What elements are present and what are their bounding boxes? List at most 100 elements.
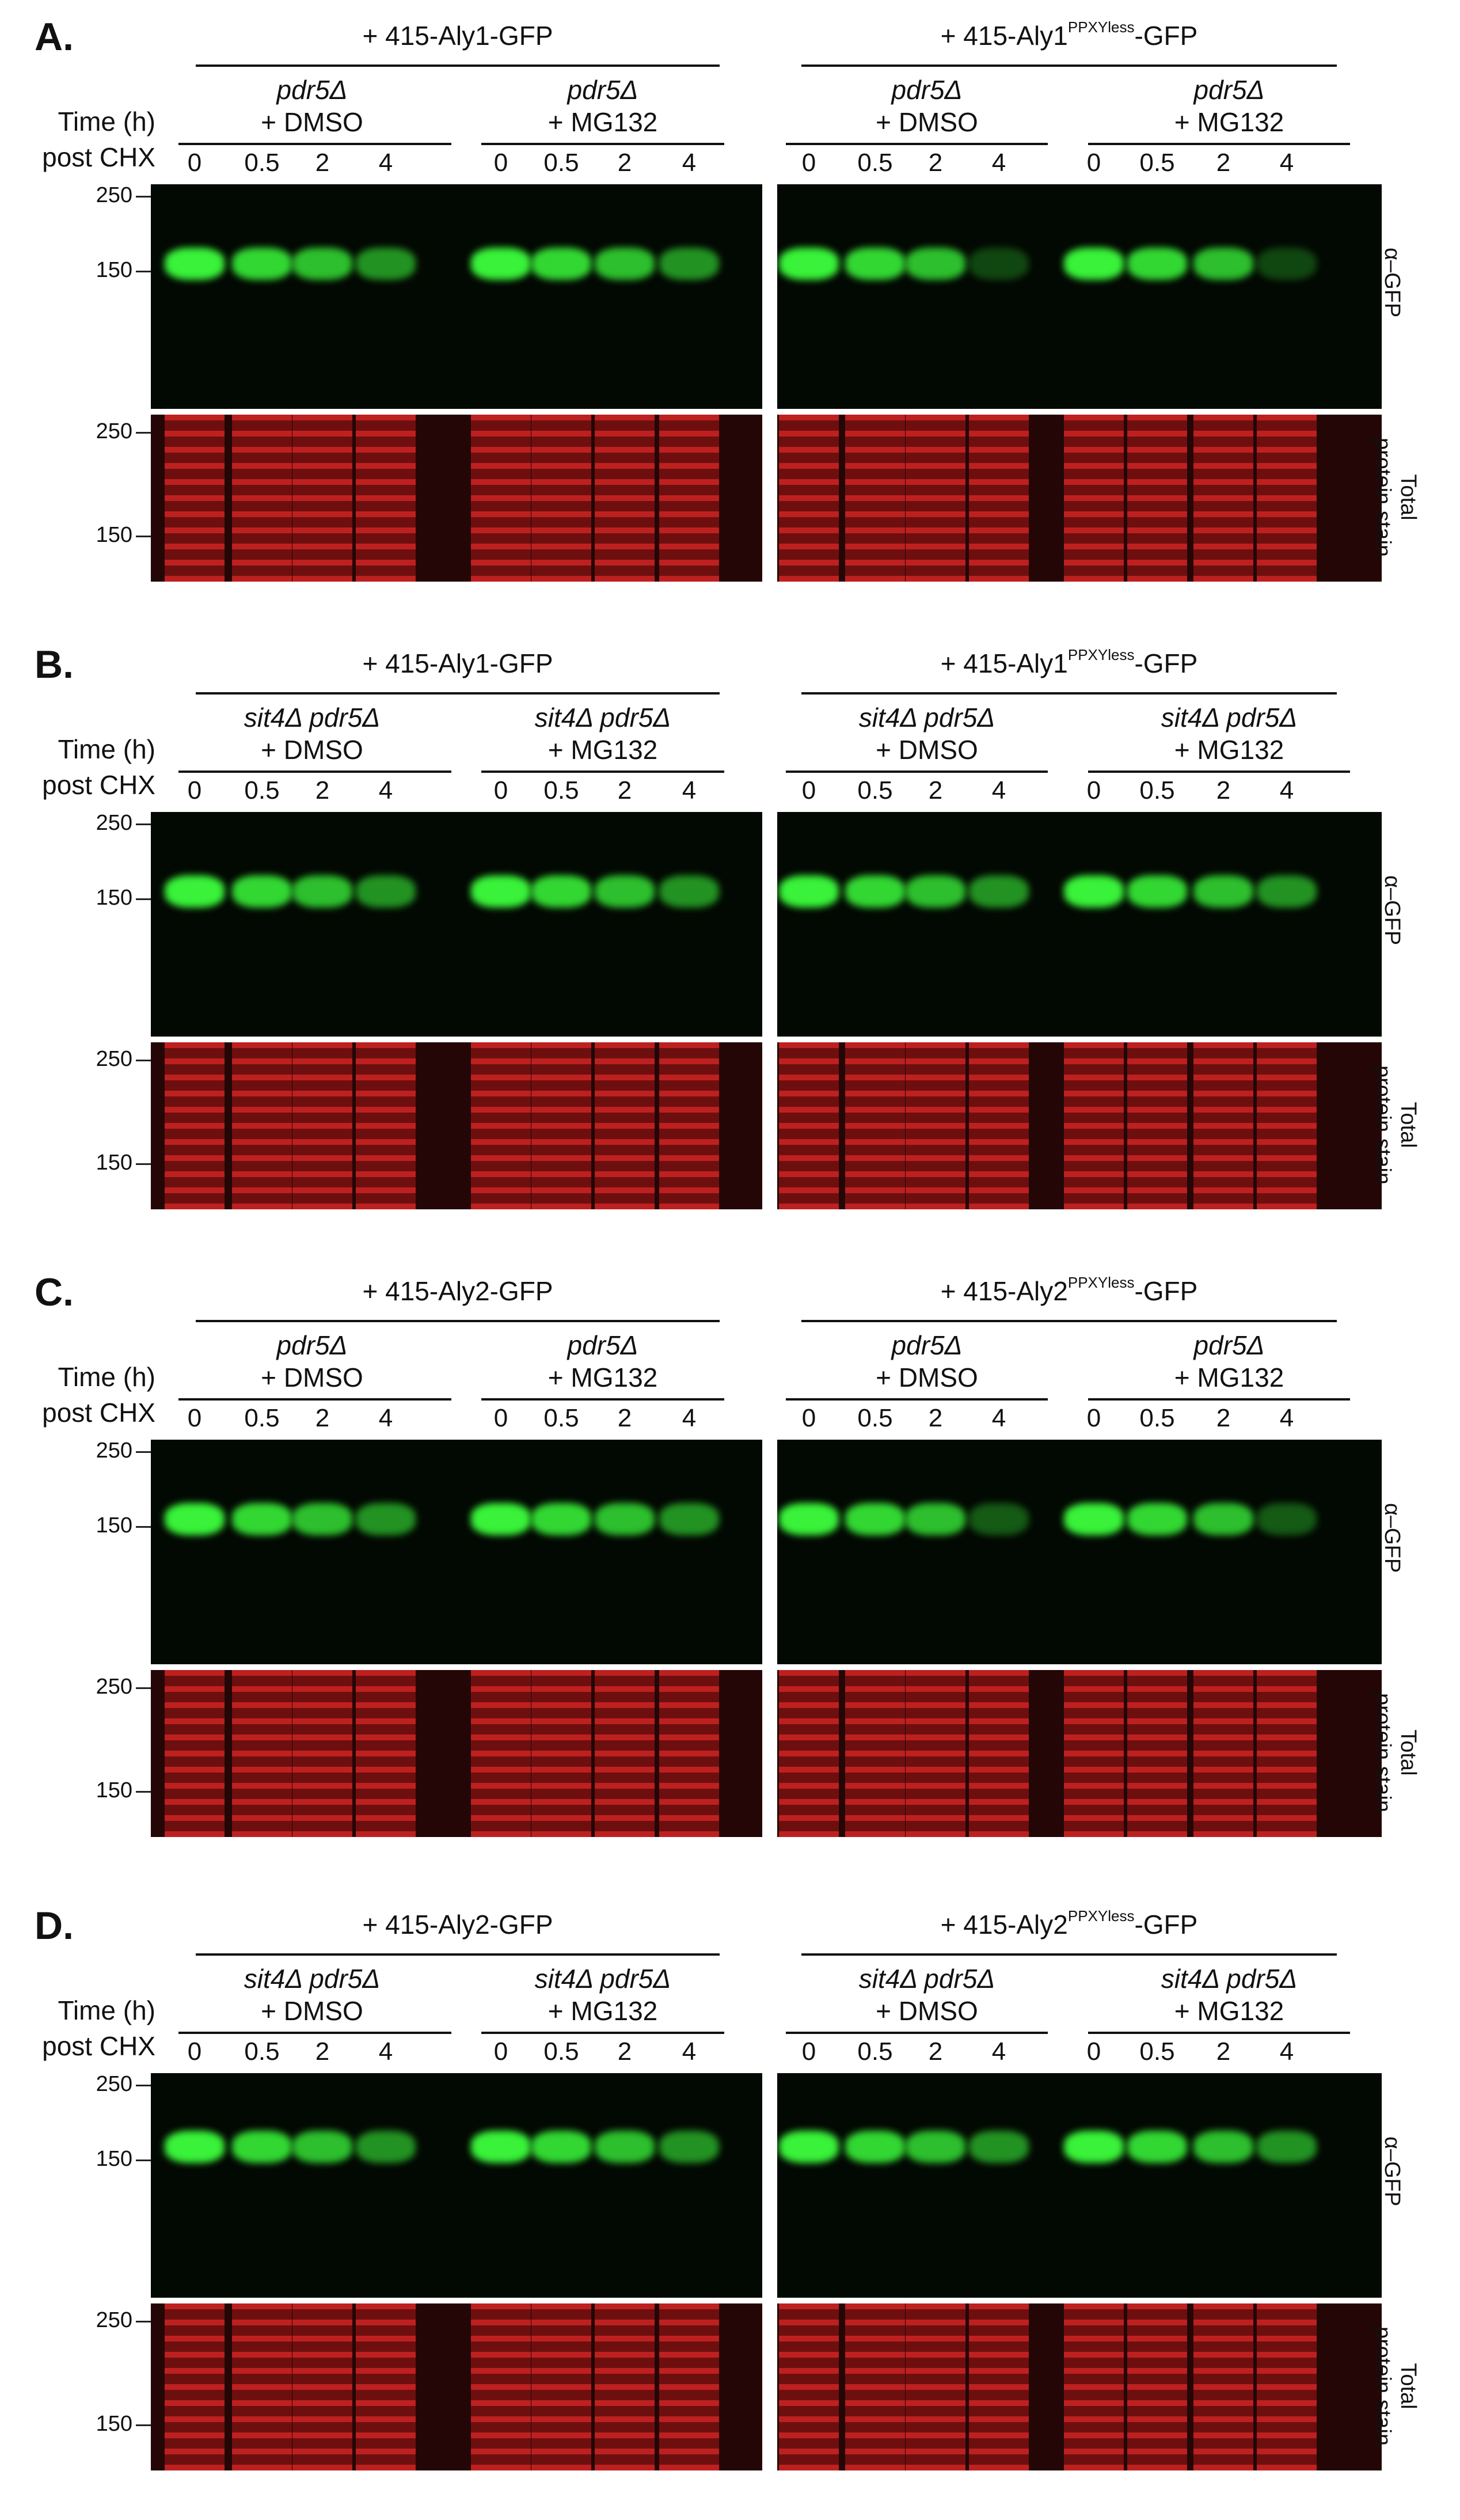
timepoint-label: 0.5: [543, 2037, 579, 2066]
construct-suffix: -GFP: [1134, 21, 1198, 51]
mw-tick: [136, 536, 151, 537]
construct-name: + 415-Aly1-GFP: [362, 21, 553, 51]
mw-tick: [136, 2160, 151, 2161]
stain-lane: [471, 1670, 531, 1837]
condition-label: sit4Δ pdr5Δ + DMSO: [859, 1963, 995, 2027]
stain-lane: [779, 1670, 839, 1837]
construct-label-right: + 415-Aly1PPXYless-GFP: [940, 646, 1198, 679]
stain-lane: [471, 2303, 531, 2470]
mw-tick: [136, 2321, 151, 2322]
condition-label: sit4Δ pdr5Δ + MG132: [535, 701, 671, 766]
construct-superscript: PPXYless: [1067, 1274, 1135, 1291]
stain-lane: [969, 2303, 1029, 2470]
gfp-band: [232, 875, 292, 908]
mw-marker-label: 250: [96, 2308, 132, 2332]
stain-lane: [906, 415, 965, 582]
gfp-band: [659, 875, 719, 908]
timepoint-label: 2: [315, 776, 330, 804]
stain-label-line2: protein stain: [1371, 1693, 1395, 1813]
gfp-band: [845, 2131, 905, 2163]
timepoint-label: 4: [378, 149, 393, 177]
stain-label-line1: Total: [1396, 1102, 1420, 1148]
gfp-band: [779, 875, 839, 908]
timepoint-label: 0: [493, 776, 508, 804]
mw-tick: [136, 1163, 151, 1165]
timepoint-label: 0.5: [1139, 776, 1175, 804]
condition-rule: [1088, 1398, 1350, 1401]
gfp-band: [165, 2131, 225, 2163]
timepoint-label: 0.5: [543, 149, 579, 177]
stain-lane: [1193, 415, 1253, 582]
genotype-label: pdr5Δ: [891, 75, 963, 105]
stain-label-line2: protein stain: [1371, 1065, 1395, 1185]
genotype-label: pdr5Δ: [276, 75, 348, 105]
gfp-band: [595, 248, 655, 280]
stain-lane: [845, 415, 905, 582]
condition-rule: [481, 2032, 724, 2034]
stain-lane: [969, 415, 1029, 582]
timepoint-label: 0: [801, 149, 816, 177]
gfp-band: [659, 1503, 719, 1535]
construct-superscript: PPXYless: [1067, 646, 1135, 663]
gfp-blot-label: α–GFP: [1380, 875, 1404, 946]
timepoint-label: 2: [315, 2037, 330, 2066]
timepoint-label: 0.5: [1139, 2037, 1175, 2066]
construct-rule-right: [801, 692, 1337, 694]
timepoint-label: 4: [378, 1404, 393, 1432]
genotype-label: pdr5Δ: [891, 1330, 963, 1360]
stain-lane: [232, 2303, 292, 2470]
gfp-band: [292, 2131, 352, 2163]
construct-name: + 415-Aly1: [940, 648, 1068, 678]
genotype-label: pdr5Δ: [567, 1330, 638, 1360]
timepoint-label: 2: [617, 776, 632, 804]
treatment-label: + DMSO: [876, 1996, 978, 2026]
stain-blot-left: [151, 1042, 762, 1209]
stain-lane: [595, 1670, 655, 1837]
stain-lane: [1064, 1042, 1124, 1209]
treatment-label: + DMSO: [261, 735, 363, 765]
construct-rule-left: [196, 1953, 720, 1956]
treatment-label: + MG132: [548, 107, 658, 137]
stain-lane: [1257, 415, 1317, 582]
timepoint-label: 0: [1086, 149, 1101, 177]
construct-label-right: + 415-Aly2PPXYless-GFP: [941, 1274, 1198, 1307]
timepoint-label: 0.5: [1139, 149, 1175, 177]
gfp-band: [471, 248, 531, 280]
genotype-label: sit4Δ pdr5Δ: [534, 1964, 671, 1994]
gfp-band: [845, 875, 905, 908]
mw-tick: [136, 1791, 151, 1793]
gfp-band: [531, 1503, 591, 1535]
timepoint-label: 0: [1086, 2037, 1101, 2066]
mw-tick: [136, 432, 151, 434]
gfp-band: [471, 2131, 531, 2163]
mw-marker-label: 150: [96, 1778, 132, 1802]
mw-marker-label: 150: [96, 1513, 132, 1538]
stain-label-line1: Total: [1396, 2363, 1420, 2409]
gfp-band: [845, 1503, 905, 1535]
gfp-band: [165, 1503, 225, 1535]
genotype-label: sit4Δ pdr5Δ: [244, 703, 381, 733]
gfp-band: [1127, 2131, 1187, 2163]
gfp-band: [845, 248, 905, 280]
gfp-band: [356, 1503, 416, 1535]
stain-blot-right: [777, 1670, 1382, 1837]
mw-tick: [136, 898, 151, 900]
condition-label: sit4Δ pdr5Δ + MG132: [1161, 1963, 1297, 2027]
gfp-band: [292, 248, 352, 280]
mw-tick: [136, 2424, 151, 2426]
timepoint-label: 2: [1216, 149, 1231, 177]
genotype-label: sit4Δ pdr5Δ: [1161, 1964, 1298, 1994]
genotype-label: pdr5Δ: [1193, 75, 1265, 105]
mw-marker-label: 150: [96, 2412, 132, 2436]
timepoint-label: 2: [928, 149, 943, 177]
timepoint-label: 0.5: [244, 1404, 280, 1432]
timepoint-label: 0: [801, 2037, 816, 2066]
stain-lane: [292, 2303, 352, 2470]
gfp-blot-right: [777, 812, 1382, 1037]
mw-marker-label: 250: [96, 811, 132, 835]
stain-blot-label: Total protein stain: [1370, 1693, 1421, 1812]
gfp-band: [595, 2131, 655, 2163]
stain-lane: [531, 1670, 591, 1837]
condition-label: sit4Δ pdr5Δ + MG132: [1161, 701, 1297, 766]
timepoint-label: 2: [617, 1404, 632, 1432]
